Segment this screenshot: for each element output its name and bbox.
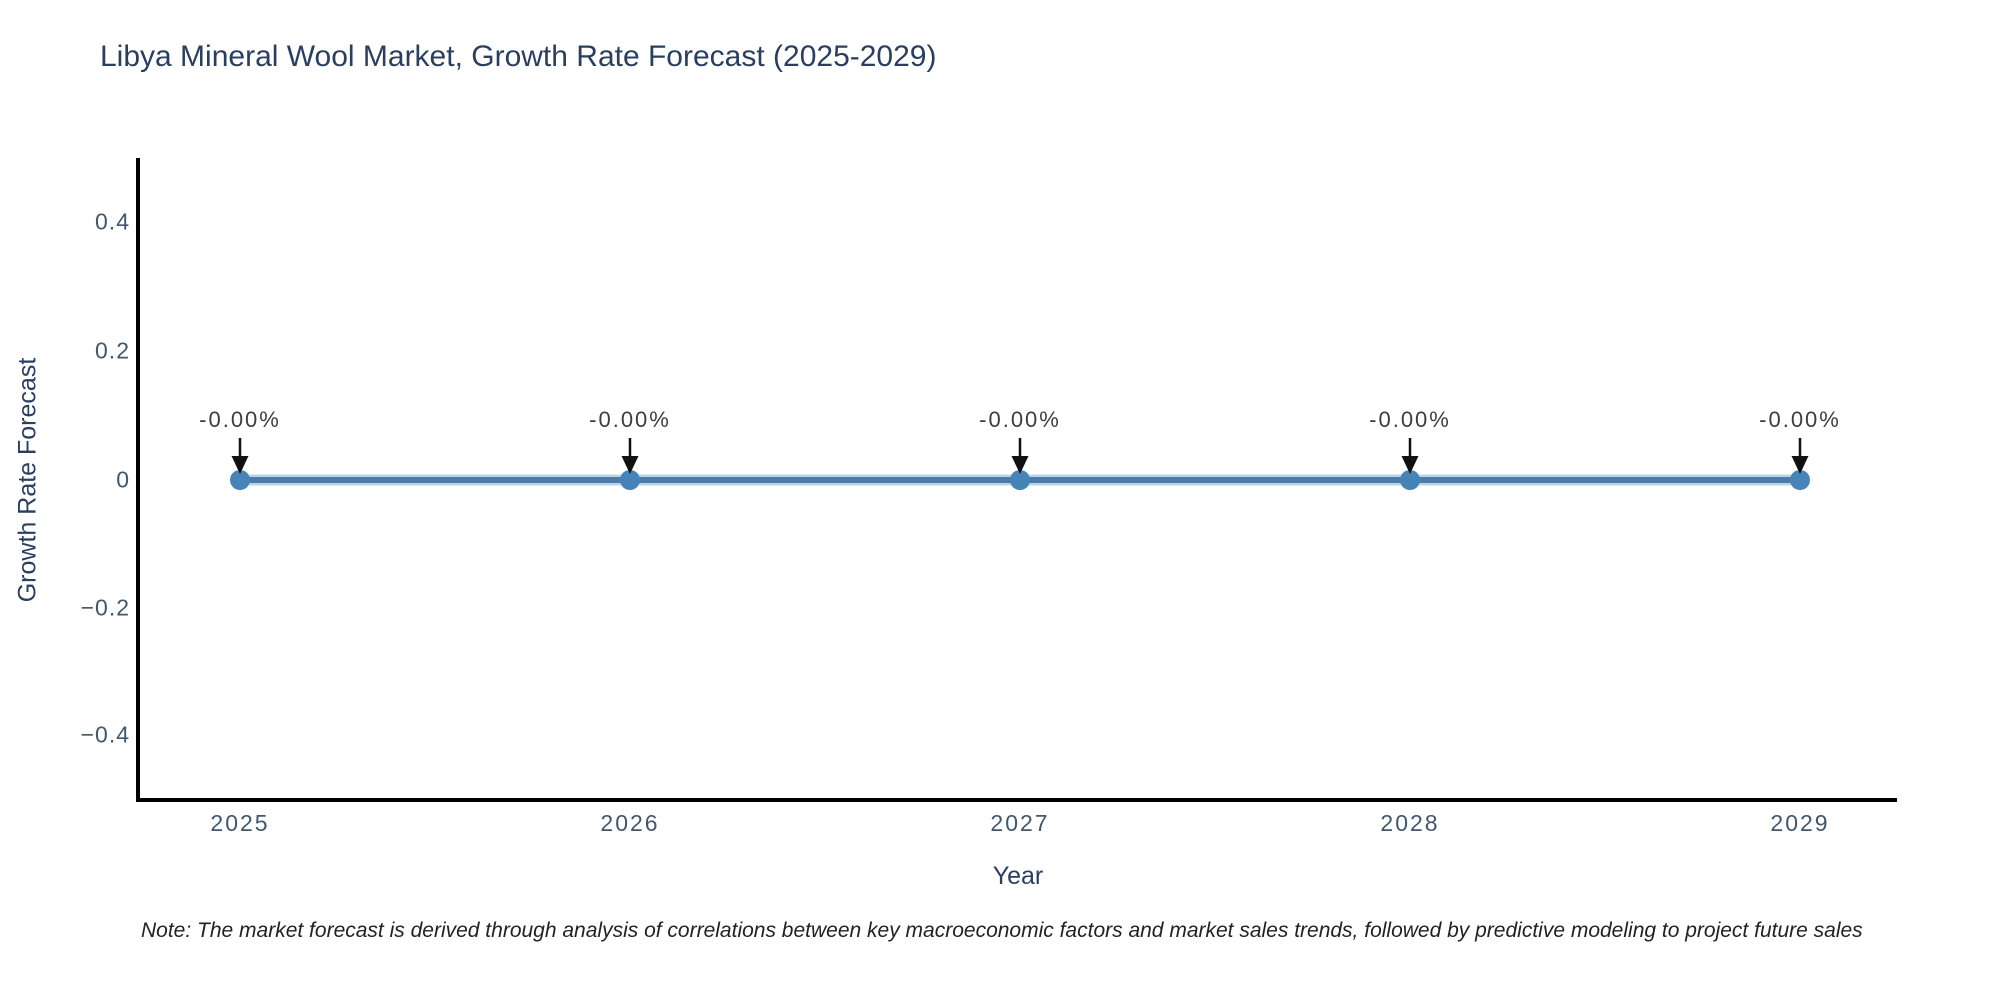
data-point-marker-2025 bbox=[230, 470, 250, 490]
data-label-2026: -0.00% bbox=[589, 407, 671, 432]
data-label-2029: -0.00% bbox=[1759, 407, 1841, 432]
x-tick-label-2025: 2025 bbox=[210, 810, 270, 836]
data-label-2025: -0.00% bbox=[199, 407, 281, 432]
data-point-marker-2028 bbox=[1400, 470, 1420, 490]
x-axis-title: Year bbox=[992, 862, 1044, 890]
annotation-arrow-2025 bbox=[231, 438, 249, 474]
y-axis-title: Growth Rate Forecast bbox=[13, 357, 42, 603]
data-point-marker-2026 bbox=[620, 470, 640, 490]
y-tick-label--0.4: −0.4 bbox=[80, 721, 130, 748]
y-tick-label-0.4: 0.4 bbox=[95, 208, 130, 235]
annotation-arrow-2027 bbox=[1011, 438, 1029, 474]
x-tick-label-2026: 2026 bbox=[600, 810, 660, 836]
x-tick-label-2028: 2028 bbox=[1380, 810, 1440, 836]
x-tick-label-2027: 2027 bbox=[990, 810, 1050, 836]
annotation-arrow-2028 bbox=[1401, 438, 1419, 474]
y-tick-label--0.2: −0.2 bbox=[80, 594, 130, 621]
data-label-2028: -0.00% bbox=[1369, 407, 1451, 432]
data-point-marker-2027 bbox=[1010, 470, 1030, 490]
data-label-2027: -0.00% bbox=[979, 407, 1061, 432]
annotation-arrow-2026 bbox=[621, 438, 639, 474]
y-tick-label-0.2: 0.2 bbox=[95, 337, 130, 364]
forecast-methodology-note: Note: The market forecast is derived thr… bbox=[141, 919, 1863, 942]
annotation-arrow-2029 bbox=[1791, 438, 1809, 474]
chart-title: Libya Mineral Wool Market, Growth Rate F… bbox=[100, 40, 937, 73]
y-tick-label-0: 0 bbox=[116, 466, 130, 493]
data-point-marker-2029 bbox=[1790, 470, 1810, 490]
x-tick-label-2029: 2029 bbox=[1770, 810, 1830, 836]
